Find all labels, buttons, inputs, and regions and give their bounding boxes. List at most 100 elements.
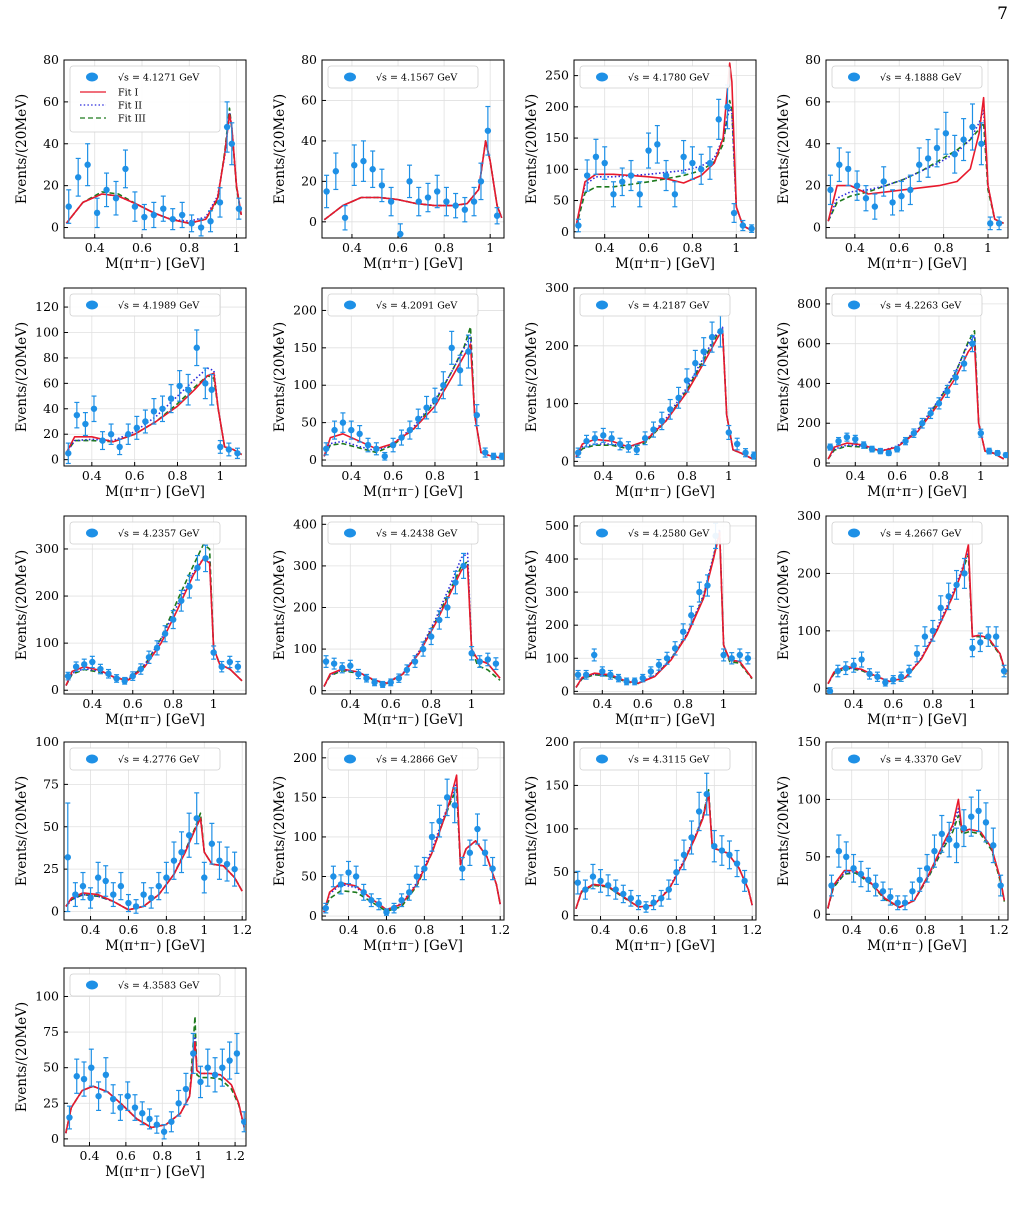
data-point [641,435,649,442]
data-point [322,445,330,452]
legend: √s = 4.3370 GeV [831,747,983,771]
data-point [116,443,123,451]
x-tick-label: 0.8 [673,696,693,711]
data-point [66,1114,73,1121]
y-tick-label: 200 [293,750,317,765]
data-point [348,426,355,434]
data-point [853,182,861,189]
legend-label-data: √s = 4.1271 GeV [118,73,199,84]
data-point [323,188,330,195]
data-point [131,203,139,210]
data-point [905,667,913,675]
legend: √s = 4.1888 GeV [831,65,983,89]
data-point [945,593,952,600]
data-point [89,658,96,666]
y-tick-label: 20 [805,178,821,193]
data-point [951,151,958,158]
x-axis-label: M(π⁺π⁻) [GeV] [867,938,967,954]
axes-frame [825,741,1009,921]
data-point [330,873,337,880]
y-axis-label: Events/(20MeV) [14,94,30,204]
data-point [627,895,635,902]
data-point [110,891,117,898]
x-tick-label: 0.6 [125,468,145,483]
data-point [583,172,591,179]
data-point [997,882,1004,889]
fit-curve-ii [575,106,750,230]
x-tick-label: 1 [200,922,208,937]
y-tick-label: 50 [553,193,569,208]
plot-area: 0.4 0.6 0.8 1 0 100 200 300 400 M(π⁺π⁻) [GeV] Even… [272,515,505,728]
x-tick-label: 1 [958,922,966,937]
x-tick-label: 1 [233,240,241,255]
data-point [877,447,884,455]
data-point [186,583,193,590]
data-point [219,1064,226,1071]
y-tick-label: 400 [293,516,317,531]
y-axis-label: Events/(20MeV) [524,776,540,886]
plot-area: 0.4 0.6 0.8 1 0 100 200 300 M(π⁺π⁻) [GeV] Events/… [14,515,247,728]
x-tick-label: 0.8 [163,696,183,711]
legend-label-data: √s = 4.1567 GeV [376,73,457,84]
axes-frame [825,515,1009,695]
data-point [720,651,727,659]
y-tick-label: 0 [51,904,59,919]
data-point [459,865,466,872]
plot-area: 0.4 0.6 0.8 1 0 20 40 60 80 M(π⁺π⁻) [GeV] Events/(… [776,52,1009,272]
legend-label-data: √s = 4.3583 GeV [118,981,199,992]
data-point [623,678,630,685]
data-point [574,879,581,886]
x-tick-label: 1 [210,696,218,711]
legend-marker-data [344,754,356,764]
x-tick-label: 0.8 [152,1148,172,1163]
data-point [159,405,166,412]
legend-box [831,521,983,545]
data-point [994,449,1001,457]
legend-marker-data [344,72,356,82]
data-point [574,449,582,456]
data-point [978,140,985,147]
data-point [161,630,169,637]
x-tick-label: 0.8 [168,468,188,483]
x-tick-label: 0.4 [80,1148,100,1163]
x-tick-label: 0.6 [383,468,403,483]
data-point [364,441,372,449]
data-point [211,1071,219,1078]
x-tick-label: 0.6 [883,696,903,711]
data-point [675,394,682,402]
plot-area: 0.4 0.6 0.8 1 1.2 0 50 100 150 200 M(π⁺π⁻) [GeV] Ev… [272,741,510,954]
x-tick-label: 0.4 [85,240,105,255]
data-point [137,665,145,673]
data-point [121,677,128,685]
y-tick-label: 40 [43,401,59,416]
data-point [160,205,167,212]
axes-frame [573,741,757,921]
data-point [953,842,960,849]
data-point [234,663,242,670]
plot-content [826,543,1008,694]
data-point [919,420,926,427]
data-point [985,633,992,640]
plot-content [826,330,1008,460]
chart-panel-10: 0.4 0.6 0.8 1 0 100 200 300 400 M(π⁺π⁻) [GeV] Even… [272,515,505,728]
legend-label-fit-i: Fit I [118,88,138,99]
data-point [339,664,346,671]
y-tick-label: 100 [293,377,317,392]
x-tick-label: 0.6 [381,696,401,711]
legend-box [327,65,479,89]
data-point [1002,451,1008,459]
data-point [415,198,422,205]
data-point [706,159,714,167]
data-point [724,103,731,111]
x-tick-label: 1 [977,468,985,483]
data-point [901,899,909,906]
data-point [695,808,703,815]
y-axis-label: Events/(20MeV) [524,550,540,660]
data-point [64,854,71,861]
data-point [481,449,489,456]
data-point [345,869,352,876]
y-tick-label: 100 [545,161,569,176]
y-tick-label: 60 [43,94,59,109]
x-tick-label: 0.8 [915,922,935,937]
fit-curve-i [575,328,753,460]
